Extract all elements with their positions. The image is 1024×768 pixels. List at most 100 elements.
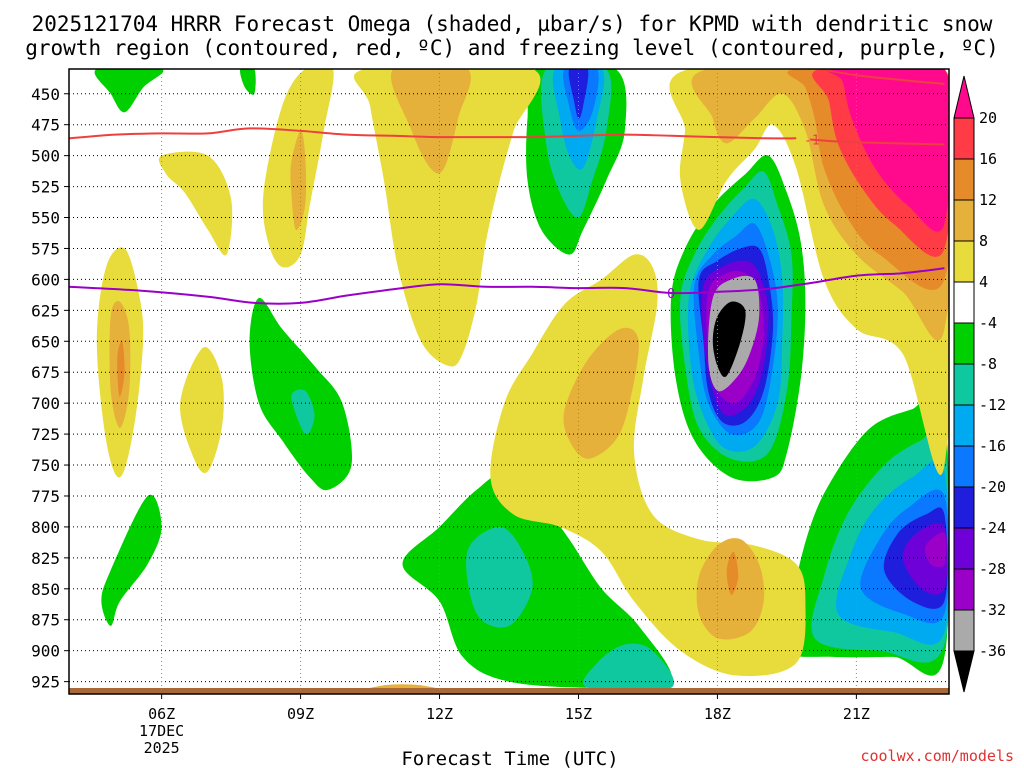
x-tick-label-09Z: 09Z <box>287 705 314 723</box>
omega-region-subsidence-05z <box>96 247 144 478</box>
omega-band--8_-4 <box>402 470 673 689</box>
y-tick-label-500: 500 <box>31 147 60 166</box>
credit-text: coolwx.com/models <box>860 747 1014 765</box>
omega-region-subsidence-08z <box>262 69 334 268</box>
omega-band-8_12 <box>563 327 639 459</box>
y-tick-label-750: 750 <box>31 456 60 475</box>
colorbar-label: 12 <box>979 191 997 209</box>
y-tick-label-450: 450 <box>31 85 60 104</box>
colorbar-label: 16 <box>979 150 997 168</box>
dgz-contour-line-top-right <box>819 69 945 85</box>
x-date-label: 2025 <box>144 739 180 757</box>
omega-band--12_-8 <box>583 643 675 692</box>
colorbar-box--28_-24 <box>953 527 975 570</box>
colorbar-label: 8 <box>979 232 988 250</box>
omega-region-ascent-13z-lower <box>402 470 673 689</box>
omega-region-subsidence-12z <box>353 69 541 367</box>
colorbar-label: -12 <box>979 396 1006 414</box>
omega-region-ascent-16z-bottom <box>583 643 675 692</box>
x-tick-label-21Z: 21Z <box>843 705 870 723</box>
plot-frame <box>68 68 950 695</box>
y-tick-label-850: 850 <box>31 580 60 599</box>
omega-band-4_8 <box>353 69 541 367</box>
omega-region-ascent-core-18z <box>670 155 806 482</box>
omega-band-4_8 <box>158 151 233 256</box>
y-tick-label-675: 675 <box>31 363 60 382</box>
omega-band--12_-8 <box>291 389 315 435</box>
x-tick-label-12Z: 12Z <box>426 705 453 723</box>
omega-shading <box>69 69 949 694</box>
colorbar-box--36_-32 <box>953 609 975 652</box>
colorbar-label: -24 <box>979 519 1006 537</box>
omega-region-subsidence-right <box>669 69 949 475</box>
freezing-level-label: 0 <box>667 287 675 302</box>
y-tick-label-650: 650 <box>31 332 60 351</box>
omega-region-ascent-05z-lower <box>101 494 162 626</box>
colorbar-label: -32 <box>979 601 1006 619</box>
colorbar-box--12_-8 <box>953 363 975 406</box>
y-tick-label-475: 475 <box>31 116 60 135</box>
omega-region-ascent-22z-lower <box>784 385 949 676</box>
y-tick-label-925: 925 <box>31 673 60 692</box>
omega-region-ascent-15z-upper <box>526 69 627 255</box>
y-tick-label-775: 775 <box>31 487 60 506</box>
colorbar-label: -36 <box>979 642 1006 660</box>
dgz-contour-line <box>69 127 797 140</box>
omega-region-subsidence-16z <box>490 254 806 677</box>
chart-title-line-1: 2025121704 HRRR Forecast Omega (shaded, … <box>32 12 993 36</box>
colorbar-bottom-triangle <box>953 650 975 693</box>
omega-band-4_8 <box>180 346 224 474</box>
x-tick-label-15Z: 15Z <box>565 705 592 723</box>
y-tick-label-700: 700 <box>31 394 60 413</box>
y-tick-label-725: 725 <box>31 425 60 444</box>
omega-region-subsidence-07z <box>158 151 233 256</box>
colorbar-box--32_-28 <box>953 568 975 611</box>
x-tick-label-18Z: 18Z <box>704 705 731 723</box>
omega-band--32_-28 <box>925 532 947 568</box>
colorbar-box--20_-16 <box>953 445 975 488</box>
omega-band--8_-4 <box>94 69 164 113</box>
colorbar-box--4_4 <box>953 281 975 324</box>
omega-band-8_12 <box>290 130 307 231</box>
omega-region-subsidence-07z-mid <box>180 346 224 474</box>
contour-lines: -1 0 <box>69 69 945 305</box>
y-tick-label-900: 900 <box>31 642 60 661</box>
x-date-label: 17DEC <box>139 722 184 740</box>
grid-lines <box>69 69 949 694</box>
colorbar-label: 4 <box>979 273 988 291</box>
y-axis: 450 475 500 525 550 575 600 625 650 675 700 725 750 7… <box>31 85 69 692</box>
omega-region-ascent-08z-top <box>240 69 256 95</box>
colorbar-box-16_20 <box>953 117 975 160</box>
omega-band--8_-4 <box>240 69 256 95</box>
y-tick-label-525: 525 <box>31 178 60 197</box>
omega-band--12_-8 <box>466 526 533 628</box>
colorbar-box-8_12 <box>953 199 975 242</box>
x-tick-label-06Z: 06Z <box>148 705 175 723</box>
colorbar-top-triangle <box>953 75 975 119</box>
x-axis-label: Forecast Time (UTC) <box>401 748 618 768</box>
colorbar-box-4_8 <box>953 240 975 283</box>
dgz-contour-line-right <box>810 138 945 146</box>
omega-band-12_16 <box>117 340 125 398</box>
colorbar-box--16_-12 <box>953 404 975 447</box>
surface-strip <box>69 688 949 694</box>
colorbar-box--8_-4 <box>953 322 975 365</box>
colorbar-label: -16 <box>979 437 1006 455</box>
omega-band-12_16 <box>726 551 739 596</box>
omega-band-gt_20 <box>827 69 949 232</box>
colorbar-label: -20 <box>979 478 1006 496</box>
omega-band-lt_-36 <box>712 301 746 378</box>
colorbar-label: -8 <box>979 355 997 373</box>
y-tick-label-625: 625 <box>31 301 60 320</box>
y-tick-label-825: 825 <box>31 549 60 568</box>
chart-title-line-2: growth region (contoured, red, ºC) and f… <box>25 36 999 60</box>
colorbar-label: -4 <box>979 314 997 332</box>
colorbar: 20 16 12 8 4 -4 -8 -12 -16 -20 -24 -28 -32 -36 <box>953 75 1006 693</box>
dgz-contour-label: -1 <box>804 134 820 149</box>
omega-band-8_12 <box>391 69 471 174</box>
omega-region-ascent-05z-top <box>94 69 164 113</box>
colorbar-box--24_-20 <box>953 486 975 529</box>
colorbar-label: 20 <box>979 109 997 127</box>
